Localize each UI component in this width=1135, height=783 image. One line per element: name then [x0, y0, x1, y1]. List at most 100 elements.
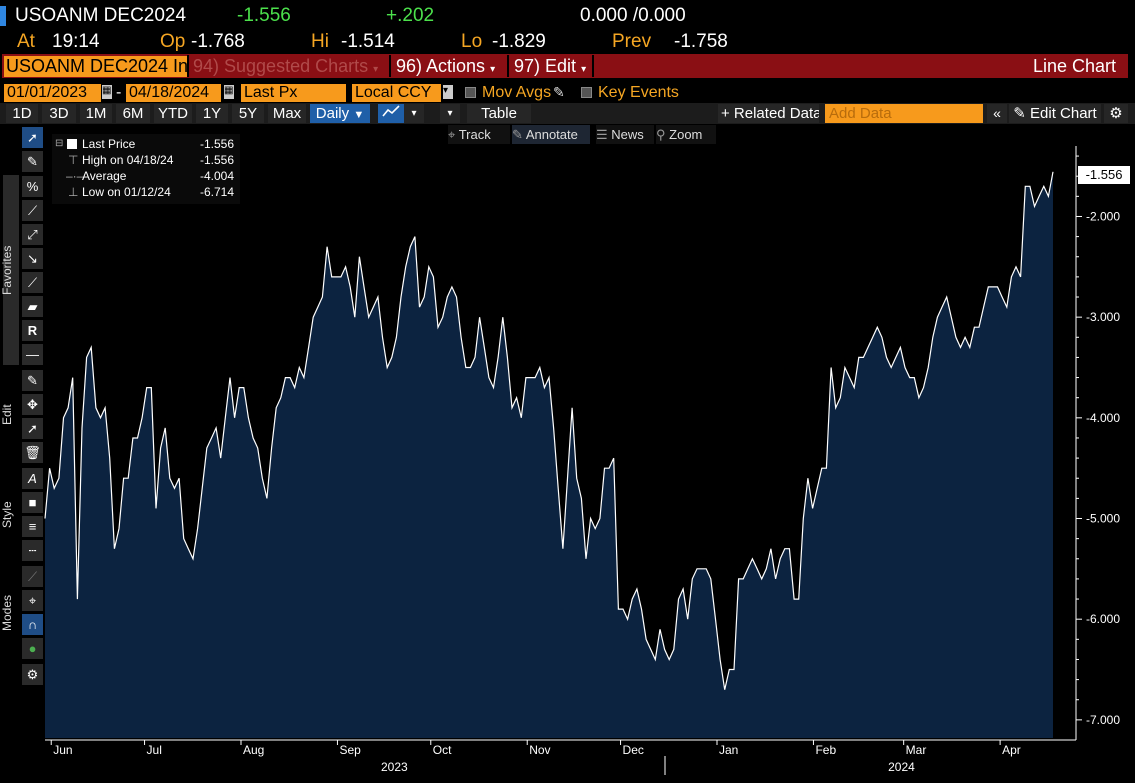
favorites-panel: [3, 175, 19, 365]
legend-avg-row: –·– Average -4.004: [52, 168, 240, 184]
y-tick-label: -2.000: [1086, 209, 1120, 223]
legend-last-label: Last Price: [82, 137, 136, 151]
legend-low-value: -6.714: [199, 185, 234, 199]
zoom-icon: ⚲: [656, 127, 666, 142]
currency-select[interactable]: Local CCY: [352, 84, 441, 102]
low-value: -1.829: [492, 31, 546, 52]
more-dropdown[interactable]: ▾: [440, 104, 460, 123]
calendar-icon[interactable]: ▦: [224, 85, 234, 99]
trendline-icon[interactable]: ⟋: [22, 200, 43, 221]
crosshair-mode-icon[interactable]: ⌖: [22, 590, 43, 611]
channel-icon[interactable]: ▰: [22, 296, 43, 317]
move-icon[interactable]: ✥: [22, 394, 43, 415]
line-chart-icon[interactable]: [378, 104, 404, 123]
period-select[interactable]: Daily ▼: [310, 104, 370, 123]
legend-low-row: ⊥ Low on 01/12/24 -6.714: [52, 184, 240, 200]
settings-gear-icon[interactable]: ⚙: [22, 664, 43, 685]
collapse-icon[interactable]: «: [987, 104, 1007, 123]
range-button-3d[interactable]: 3D: [42, 104, 76, 123]
ray-icon[interactable]: ⤢: [22, 224, 43, 245]
news-icon: ☰: [596, 127, 608, 142]
x-month-label: Oct: [433, 743, 452, 757]
actions-menu[interactable]: 96) Actions ▾: [396, 55, 495, 77]
line-style-icon[interactable]: ┄: [22, 540, 43, 561]
ticker-input[interactable]: USOANM DEC2024 In: [4, 56, 188, 77]
bid-ask: 0.000 /0.000: [580, 5, 686, 26]
suggested-charts-menu[interactable]: 94) Suggested Charts ▾: [193, 55, 378, 77]
magnet-icon[interactable]: ∩: [22, 614, 43, 635]
edit-menu[interactable]: 97) Edit ▾: [514, 55, 586, 77]
range-button-1m[interactable]: 1M: [80, 104, 112, 123]
x-month-label: Dec: [623, 743, 644, 757]
news-button[interactable]: ☰ News: [596, 125, 654, 144]
segment-icon[interactable]: ⟋: [22, 272, 43, 293]
chart-type-title: Line Chart: [1032, 56, 1116, 76]
suggested-charts-label: 94) Suggested Charts: [193, 56, 369, 76]
last-price: -1.556: [237, 5, 291, 26]
y-tick-label: -5.000: [1086, 512, 1120, 526]
key-events-checkbox[interactable]: [581, 87, 592, 98]
select-icon[interactable]: ➚: [22, 418, 43, 439]
color-swatch-icon[interactable]: ■: [22, 492, 43, 513]
news-label: News: [611, 127, 644, 142]
text-style-icon[interactable]: A: [22, 468, 43, 489]
key-events-label: Key Events: [598, 84, 679, 101]
high-value: -1.514: [341, 31, 395, 52]
menu-bar: [2, 54, 1128, 78]
table-button[interactable]: Table: [467, 104, 531, 123]
gear-icon[interactable]: ⚙: [1104, 104, 1128, 123]
x-month-label: Apr: [1002, 743, 1021, 757]
trash-icon[interactable]: 🗑: [22, 442, 43, 463]
related-data-button[interactable]: + Related Data: [718, 104, 819, 123]
range-button-1d[interactable]: 1D: [6, 104, 38, 123]
x-month-label: Jun: [53, 743, 72, 757]
draw-icon[interactable]: ✎: [22, 151, 43, 172]
legend-last-row: ⊟ Last Price -1.556: [52, 136, 240, 152]
range-button-ytd[interactable]: YTD: [154, 104, 192, 123]
track-button[interactable]: ⌖ Track: [448, 125, 510, 144]
menu-divider: [592, 55, 594, 77]
x-month-label: Mar: [906, 743, 927, 757]
minus-icon[interactable]: ⊟: [55, 138, 64, 149]
chart-style-dropdown[interactable]: ▾: [404, 104, 424, 123]
y-tick-label: -3.000: [1086, 310, 1120, 324]
security-ticker: USOANM DEC2024: [15, 5, 187, 26]
zoom-label: Zoom: [669, 127, 703, 142]
horizontal-line-icon[interactable]: —: [22, 344, 43, 365]
edit-pen-icon[interactable]: ✎: [22, 370, 43, 391]
legend-high-row: ⊤ High on 04/18/24 -1.556: [52, 152, 240, 168]
menu-divider: [507, 55, 509, 77]
edit-chart-label: Edit Chart: [1030, 105, 1097, 122]
retracement-icon[interactable]: R: [22, 320, 43, 341]
percent-icon[interactable]: %: [22, 176, 43, 197]
actions-label: 96) Actions: [396, 56, 486, 76]
price-line: [44, 171, 1054, 690]
legend[interactable]: ⊟ Last Price -1.556 ⊤ High on 04/18/24 -…: [52, 134, 240, 204]
edit-chart-button[interactable]: ✎ Edit Chart: [1009, 104, 1101, 123]
price-area: [45, 171, 1053, 739]
calendar-icon[interactable]: ▦: [102, 85, 112, 99]
x-month-label: Jan: [719, 743, 738, 757]
legend-avg-label: Average: [82, 169, 127, 183]
annotate-button[interactable]: ✎ Annotate: [512, 125, 590, 144]
hatch-icon[interactable]: ⟋: [22, 566, 43, 587]
period-label: Daily: [315, 105, 350, 122]
mov-avgs-checkbox[interactable]: [465, 87, 476, 98]
line-weight-icon[interactable]: ≡: [22, 516, 43, 537]
range-button-5y[interactable]: 5Y: [232, 104, 264, 123]
start-date-input[interactable]: 01/01/2023: [4, 84, 101, 102]
field-select[interactable]: Last Px: [241, 84, 346, 102]
pencil-icon[interactable]: ✎: [553, 84, 565, 100]
favorites-label: Favorites: [0, 245, 14, 295]
end-date-input[interactable]: 04/18/2024: [126, 84, 221, 102]
chevron-down-icon[interactable]: ▾: [443, 85, 453, 99]
colors-icon[interactable]: ●: [22, 638, 43, 659]
range-button-1y[interactable]: 1Y: [196, 104, 228, 123]
range-button-6m[interactable]: 6M: [116, 104, 150, 123]
arrow-icon[interactable]: ↘: [22, 248, 43, 269]
pointer-icon[interactable]: ➚: [22, 127, 43, 148]
range-button-max[interactable]: Max: [268, 104, 306, 123]
add-data-input[interactable]: [825, 104, 983, 123]
zoom-button[interactable]: ⚲ Zoom: [656, 125, 716, 144]
